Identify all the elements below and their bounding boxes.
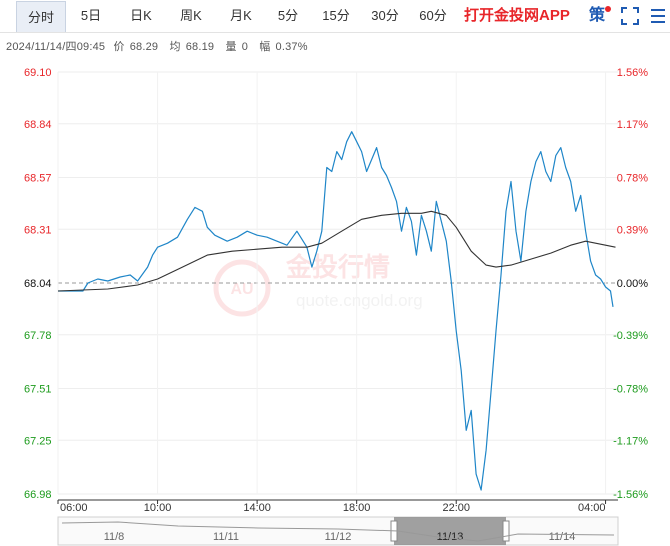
navigator-selection[interactable] xyxy=(394,517,506,545)
quote-datetime: 2024/11/14/四09:45 xyxy=(6,41,106,53)
navigator-handle-right[interactable] xyxy=(502,520,510,542)
period-tabs: 分时 5日 日K 周K 月K 5分 15分 30分 60分 打开金投网APP 策 xyxy=(0,0,670,33)
watermark-text: 金投行情 xyxy=(285,252,390,283)
y-tick-left-label: 68.84 xyxy=(24,119,52,131)
amplitude-label: 幅 xyxy=(259,41,271,53)
notification-dot-icon xyxy=(605,6,611,12)
navigator-trend-line xyxy=(61,521,615,542)
navigator-date-label: 11/13 xyxy=(437,531,464,543)
tab-weekly-k[interactable]: 周K xyxy=(180,8,202,23)
price-value: 68.29 xyxy=(129,41,159,53)
y-tick-left-label: 67.51 xyxy=(24,384,52,396)
average-line xyxy=(57,210,616,292)
y-tick-left-label: 68.57 xyxy=(24,173,52,185)
tab-monthly-k[interactable]: 月K xyxy=(230,8,252,23)
tab-30min[interactable]: 30分 xyxy=(371,8,399,23)
open-app-link[interactable]: 打开金投网APP xyxy=(464,7,570,24)
x-axis: 06:00 10:00 14:00 18:00 22:00 04:00 xyxy=(57,499,618,514)
y-tick-right-label: -1.17% xyxy=(613,435,648,447)
avg-value: 68.19 xyxy=(185,41,215,53)
series-lines xyxy=(57,131,616,491)
tab-daily-k[interactable]: 日K xyxy=(130,8,152,23)
navigator-date-label: 11/8 xyxy=(104,531,125,543)
time-navigator[interactable]: 11/8 11/11 11/12 11/13 11/14 xyxy=(57,516,619,546)
price-line xyxy=(58,131,614,491)
watermark-subtext: quote.cngold.org xyxy=(296,291,423,310)
y-tick-left-label: 67.78 xyxy=(24,330,52,342)
strategy-button[interactable]: 策 xyxy=(589,7,606,24)
tab-60min[interactable]: 60分 xyxy=(419,8,447,23)
x-tick-label: 14:00 xyxy=(243,502,271,514)
watermark-logo-icon xyxy=(213,259,271,317)
volume-label: 量 xyxy=(225,41,237,53)
grid xyxy=(57,71,618,495)
amplitude-value: 0.37% xyxy=(275,41,308,53)
y-tick-right-label: 1.56% xyxy=(617,67,648,79)
y-tick-right-label: 1.17% xyxy=(617,119,648,131)
y-axis-labels: 69.10 1.56% 68.84 1.17% 68.57 0.78% 68.31 0.39%… xyxy=(24,67,648,501)
tab-15min[interactable]: 15分 xyxy=(322,8,350,23)
tab-5min[interactable]: 5分 xyxy=(277,8,299,23)
avg-label: 均 xyxy=(169,41,181,53)
navigator-frame xyxy=(57,516,619,546)
svg-text:AU: AU xyxy=(230,281,253,298)
y-tick-right-label: -0.39% xyxy=(613,330,648,342)
x-tick-label: 22:00 xyxy=(442,502,470,514)
navigator-date-label: 11/12 xyxy=(325,531,352,543)
y-tick-left-label: 68.31 xyxy=(24,224,52,236)
x-tick-label: 18:00 xyxy=(343,502,371,514)
y-tick-right-label: 0.00% xyxy=(617,278,648,290)
navigator-date-label: 11/14 xyxy=(549,531,576,543)
x-tick-label: 06:00 xyxy=(60,502,88,514)
tab-5day[interactable]: 5日 xyxy=(80,8,102,23)
fullscreen-icon[interactable] xyxy=(621,7,639,25)
y-tick-right-label: 0.78% xyxy=(617,173,648,185)
x-tick-label: 04:00 xyxy=(578,502,606,514)
y-tick-left-label: 67.25 xyxy=(24,435,52,447)
y-tick-right-label: -1.56% xyxy=(613,489,648,501)
x-tick-label: 10:00 xyxy=(144,502,172,514)
price-label: 价 xyxy=(113,41,125,53)
volume-value: 0 xyxy=(241,41,249,53)
y-tick-left-label: 69.10 xyxy=(24,67,52,79)
y-tick-right-label: 0.39% xyxy=(617,224,648,236)
y-tick-left-label: 66.98 xyxy=(24,489,52,501)
y-tick-right-label: -0.78% xyxy=(613,384,648,396)
navigator-date-label: 11/11 xyxy=(213,531,239,543)
menu-icon[interactable] xyxy=(650,7,666,25)
watermark: AU 金投行情 quote.cngold.org xyxy=(213,252,423,317)
y-tick-left-label: 68.04 xyxy=(24,278,52,290)
tab-intraday[interactable]: 分时 xyxy=(16,1,66,32)
